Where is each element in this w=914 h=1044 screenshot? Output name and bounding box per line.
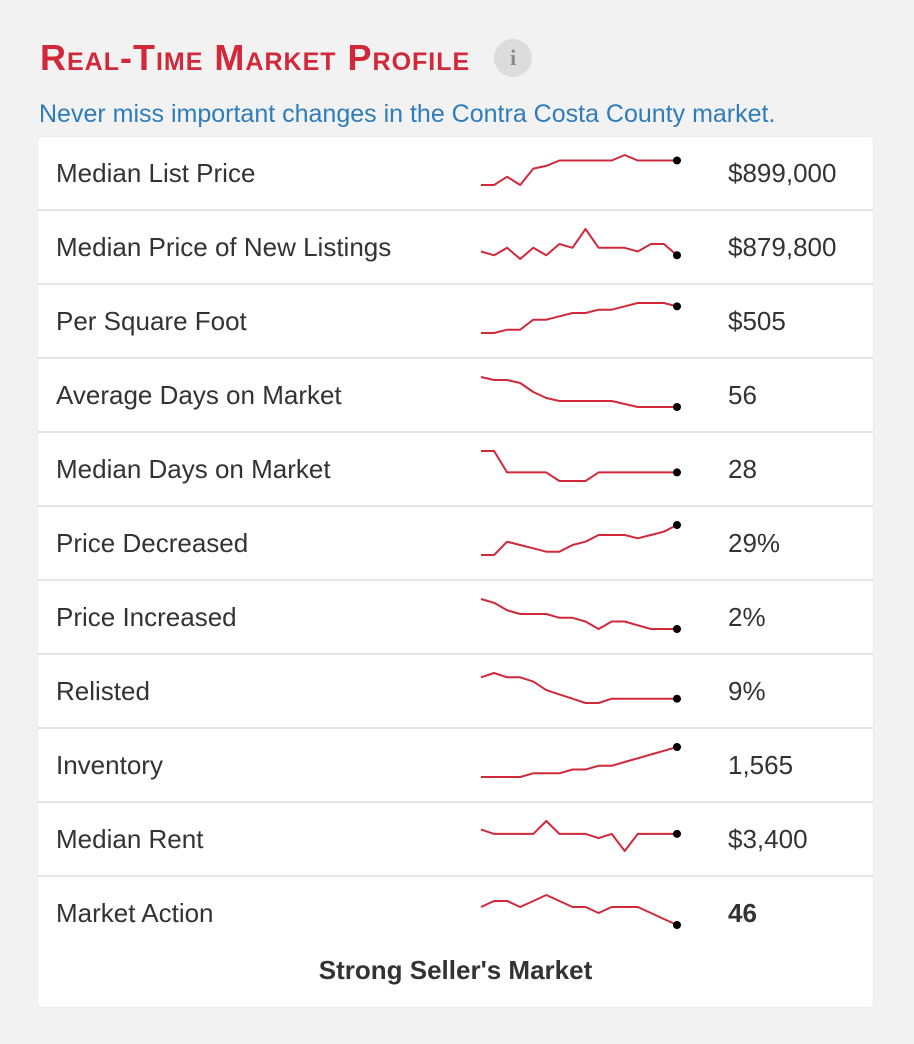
sparkline-endpoint bbox=[673, 521, 681, 529]
trend-sparkline bbox=[481, 302, 681, 334]
widget-title: Real-Time Market Profile bbox=[40, 37, 471, 78]
trend-sparkline bbox=[480, 376, 681, 411]
market-row: Median List Price $899,000 bbox=[38, 137, 873, 211]
sparkline-line bbox=[480, 376, 677, 408]
market-row: Price Increased 2% bbox=[38, 581, 873, 655]
header: Real-Time Market Profile i bbox=[40, 34, 533, 82]
sparkline-endpoint bbox=[673, 921, 681, 929]
market-row: Median Price of New Listings $879,800 bbox=[38, 211, 873, 285]
row-value: 9% bbox=[728, 676, 766, 706]
market-row: Median Days on Market 28 bbox=[38, 433, 873, 507]
trend-sparkline bbox=[480, 228, 681, 260]
row-label: Inventory bbox=[56, 750, 163, 780]
sparkline-endpoint bbox=[673, 251, 681, 260]
sparkline-line bbox=[481, 302, 678, 334]
sparkline-line bbox=[480, 672, 677, 704]
row-label: Median Rent bbox=[56, 824, 204, 854]
row-value: 46 bbox=[728, 898, 757, 928]
row-value: 56 bbox=[728, 380, 757, 410]
row-value: $899,000 bbox=[728, 158, 837, 188]
row-value: 29% bbox=[728, 528, 781, 558]
sparkline-line bbox=[480, 598, 677, 630]
trend-sparkline bbox=[481, 450, 681, 482]
row-label: Relisted bbox=[56, 676, 150, 706]
row-label: Median Price of New Listings bbox=[56, 232, 392, 262]
row-value: 28 bbox=[728, 454, 757, 484]
market-row: Median Rent $3,400 bbox=[38, 803, 873, 877]
sparkline-line bbox=[481, 524, 678, 556]
row-label: Price Decreased bbox=[56, 528, 249, 558]
row-label: Median List Price bbox=[56, 158, 256, 188]
sparkline-endpoint bbox=[673, 156, 681, 165]
row-value: $879,800 bbox=[728, 232, 837, 262]
trend-sparkline bbox=[481, 743, 681, 778]
row-label: Price Increased bbox=[56, 602, 237, 632]
sparkline-line bbox=[480, 820, 677, 852]
sparkline-line bbox=[481, 746, 678, 778]
market-row: Market Action 46 bbox=[38, 877, 873, 951]
sparkline-endpoint bbox=[673, 829, 681, 838]
market-row: Average Days on Market 56 bbox=[38, 359, 873, 433]
market-stats-card: Market Action 46 Median Rent $3,400 Inventor… bbox=[38, 137, 873, 1007]
row-value: 1,565 bbox=[728, 750, 794, 780]
trend-sparkline bbox=[480, 672, 681, 704]
trend-sparkline bbox=[481, 154, 681, 186]
info-icon[interactable]: i bbox=[494, 39, 533, 77]
sparkline-endpoint bbox=[673, 743, 681, 751]
sparkline-line bbox=[480, 228, 678, 260]
row-label: Market Action bbox=[56, 898, 214, 928]
trend-sparkline bbox=[480, 894, 681, 929]
market-row: Relisted 9% bbox=[38, 655, 873, 729]
sparkline-line bbox=[481, 450, 677, 482]
row-label: Average Days on Market bbox=[56, 380, 342, 410]
market-status: Strong Seller's Market bbox=[318, 955, 593, 985]
trend-sparkline bbox=[480, 598, 681, 633]
sparkline-endpoint bbox=[673, 694, 681, 703]
row-value: $505 bbox=[728, 306, 786, 336]
widget-subtitle[interactable]: Never miss important changes in the Cont… bbox=[39, 100, 776, 128]
market-row: Per Square Foot $505 bbox=[38, 285, 873, 359]
sparkline-endpoint bbox=[673, 403, 681, 411]
sparkline-line bbox=[481, 154, 677, 186]
sparkline-endpoint bbox=[673, 625, 681, 633]
row-value: 2% bbox=[728, 602, 766, 632]
market-row: Inventory 1,565 bbox=[38, 729, 873, 803]
sparkline-endpoint bbox=[673, 468, 681, 477]
trend-sparkline bbox=[480, 820, 681, 852]
row-value: $3,400 bbox=[728, 824, 808, 854]
row-label: Per Square Foot bbox=[56, 306, 247, 336]
sparkline-endpoint bbox=[673, 302, 681, 311]
sparkline-line bbox=[480, 894, 678, 926]
trend-sparkline bbox=[481, 521, 681, 556]
row-label: Median Days on Market bbox=[56, 454, 331, 484]
market-row: Price Decreased 29% bbox=[38, 507, 873, 581]
